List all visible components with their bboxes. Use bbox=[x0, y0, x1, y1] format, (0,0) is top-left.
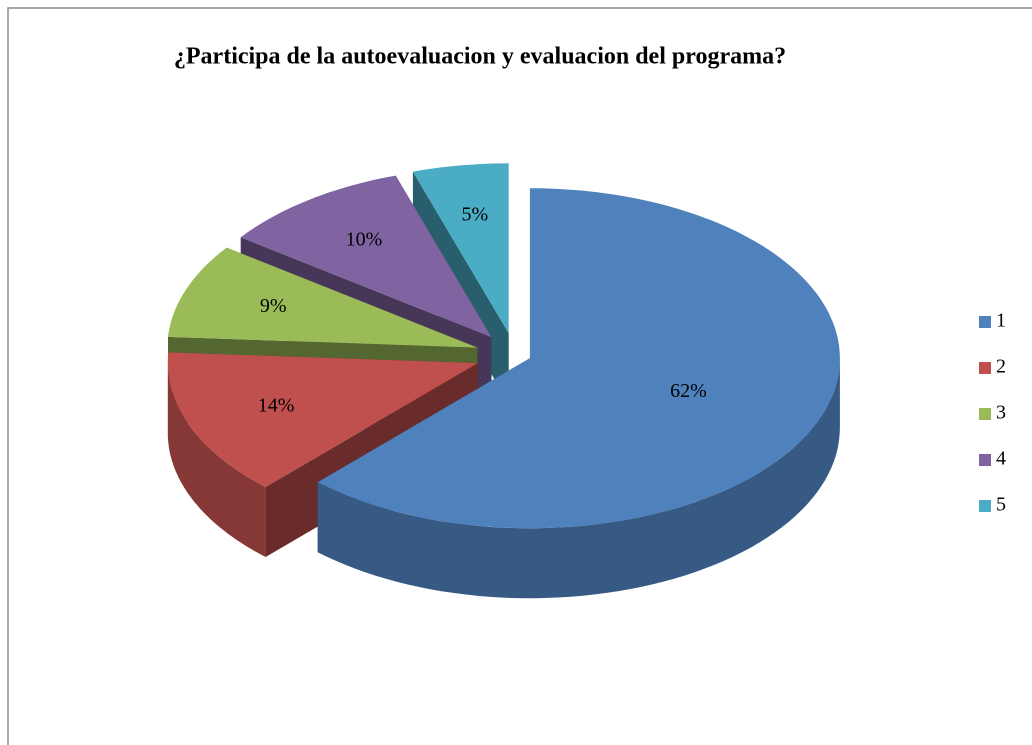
legend-label: 1 bbox=[996, 310, 1006, 332]
legend-swatch bbox=[979, 500, 991, 512]
data-label: 62% bbox=[670, 380, 707, 402]
slice bbox=[168, 247, 478, 348]
slice-wall bbox=[167, 363, 266, 557]
slice bbox=[167, 352, 478, 487]
data-label: 5% bbox=[461, 203, 488, 225]
legend-swatch bbox=[979, 316, 991, 328]
data-label: 9% bbox=[260, 295, 287, 317]
chart-title: ¿Participa de la autoevaluacion y evalua… bbox=[174, 44, 786, 70]
legend-label: 3 bbox=[996, 402, 1006, 424]
legend-label: 2 bbox=[996, 356, 1006, 378]
chart-frame bbox=[7, 7, 1032, 745]
slice bbox=[240, 175, 492, 338]
slice bbox=[317, 188, 840, 529]
slice-wall bbox=[317, 358, 840, 599]
legend-label: 5 bbox=[996, 494, 1006, 516]
legend-label: 4 bbox=[996, 448, 1006, 470]
data-label: 14% bbox=[258, 394, 295, 416]
legend-swatch bbox=[979, 408, 991, 420]
legend-swatch bbox=[979, 454, 991, 466]
legend-swatch bbox=[979, 362, 991, 374]
data-label: 10% bbox=[346, 229, 383, 251]
slice bbox=[412, 163, 509, 334]
